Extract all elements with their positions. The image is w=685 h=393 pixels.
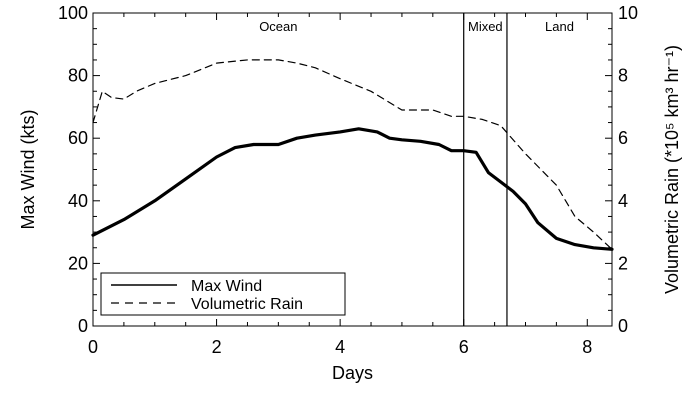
- region-label-ocean: Ocean: [259, 19, 297, 34]
- x-axis-title: Days: [332, 363, 373, 383]
- x-tick-label: 2: [212, 337, 222, 357]
- left-y-tick-label: 60: [68, 128, 88, 148]
- left-y-tick-label: 0: [78, 316, 88, 336]
- legend-label-max-wind: Max Wind: [191, 278, 262, 295]
- left-y-tick-label: 40: [68, 191, 88, 211]
- region-label-land: Land: [545, 19, 574, 34]
- x-tick-label: 4: [335, 337, 345, 357]
- left-y-axis-title: Max Wind (kts): [18, 109, 38, 229]
- right-y-tick-label: 0: [618, 316, 628, 336]
- x-tick-label: 8: [582, 337, 592, 357]
- series-layer: [91, 59, 614, 251]
- right-y-tick-label: 10: [618, 3, 638, 23]
- x-tick-label: 6: [459, 337, 469, 357]
- left-y-axis-ticks: 0 20 40 60 80 100: [58, 3, 100, 336]
- series-line-max-wind: [91, 127, 614, 251]
- left-y-tick-label: 100: [58, 3, 88, 23]
- right-y-axis-title: Volumetric Rain (*10⁵ km³ hr⁻¹): [662, 45, 682, 294]
- left-y-tick-label: 20: [68, 253, 88, 273]
- series-line-volumetric-rain: [92, 59, 613, 250]
- left-y-tick-label: 80: [68, 66, 88, 86]
- right-y-axis-ticks: 0 2 4 6 8 10: [605, 3, 638, 336]
- legend-label-volumetric-rain: Volumetric Rain: [191, 296, 303, 313]
- region-dividers: Ocean Mixed Land: [259, 13, 574, 326]
- legend-box: [100, 272, 346, 316]
- region-label-mixed: Mixed: [468, 19, 503, 34]
- x-tick-label: 0: [88, 337, 98, 357]
- x-axis-ticks: 0 2 4 6 8: [88, 13, 592, 357]
- right-y-tick-label: 6: [618, 128, 628, 148]
- right-y-tick-label: 4: [618, 191, 628, 211]
- legend: Max Wind Volumetric Rain: [100, 272, 346, 316]
- right-y-tick-label: 2: [618, 253, 628, 273]
- right-y-tick-label: 8: [618, 66, 628, 86]
